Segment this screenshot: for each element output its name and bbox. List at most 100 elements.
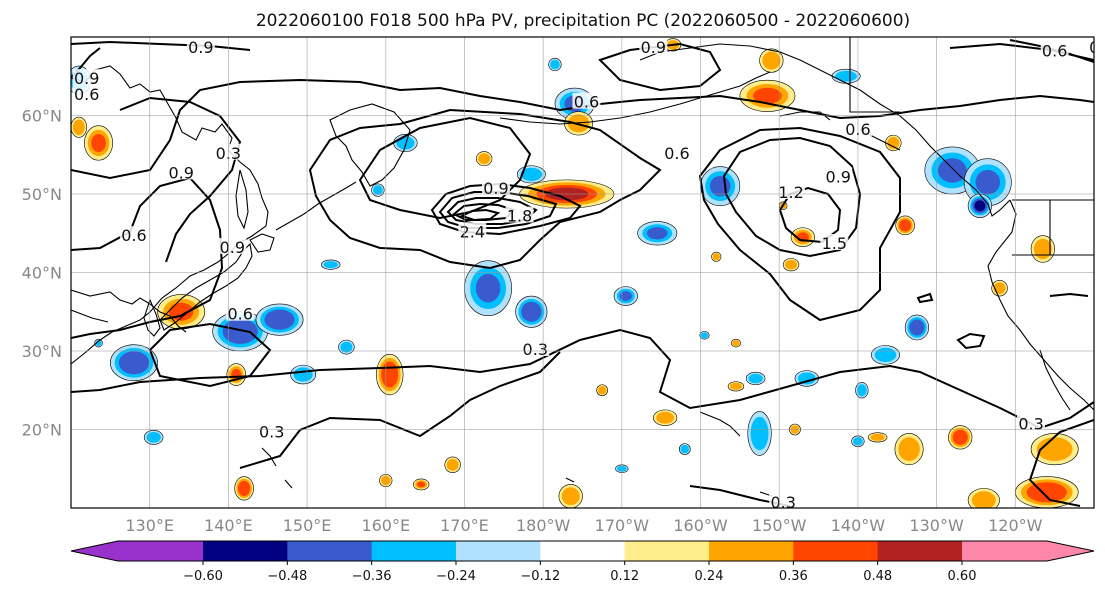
contour-label-bg (1040, 41, 1069, 58)
contour-label-bg (226, 304, 255, 321)
precip-cell-band (239, 482, 249, 494)
precip-cell-band (938, 158, 967, 183)
precip-cell (475, 151, 493, 167)
precip-cell (895, 215, 915, 236)
precip-cell (782, 258, 800, 272)
colorbar-tick-label: 0.12 (610, 569, 639, 584)
contour-label-bg (777, 183, 806, 199)
contour-small-1 (956, 332, 986, 350)
hawaii-islands (699, 411, 741, 437)
contour-label-bg (1017, 414, 1046, 431)
precip-cell-band (524, 304, 539, 319)
contour-label-bg (769, 493, 798, 508)
precip-cell (464, 260, 512, 316)
precip-cell-band (709, 175, 731, 197)
contour-label: 0.6 (121, 226, 146, 245)
precip-cell-band (872, 434, 883, 440)
contour-label: 0.9 (188, 38, 213, 57)
contour-label: 0.9 (483, 179, 508, 198)
precip-cell (699, 331, 710, 340)
asia-coastline-inner (71, 289, 187, 333)
precip-cell-band (658, 413, 672, 422)
north-america-coastline (987, 199, 1094, 411)
precip-cell (94, 338, 103, 348)
contour-label-bg (119, 226, 148, 243)
contour-label-bg (820, 234, 849, 251)
colorbar-tick-label: 0.24 (695, 569, 724, 584)
precip-cell-band (148, 433, 159, 442)
precip-cell (226, 363, 246, 386)
colorbar-segment (877, 541, 963, 561)
japan-coastline (159, 242, 253, 331)
political-boundaries (849, 37, 1094, 256)
precip-cell-band (878, 350, 893, 360)
precip-cell (790, 227, 815, 247)
precip-cell (794, 370, 819, 387)
precip-cell-band (733, 341, 739, 346)
contour-label-bg (72, 69, 101, 86)
precip-cell-band (975, 494, 993, 507)
precip-cell-band (753, 421, 766, 445)
precip-cell (71, 116, 88, 138)
colorbar-tick-label: −0.36 (352, 569, 392, 584)
contour-label-bg (1087, 37, 1094, 54)
lon-tick-label: 170°E (440, 516, 489, 535)
precip-cell-band (900, 221, 910, 230)
contour-label: 0.6 (574, 93, 599, 112)
contour-0-3-east (1028, 419, 1094, 507)
colorbar-tick-label: −0.60 (183, 569, 223, 584)
contour-label: 0.9 (74, 69, 99, 88)
precip-cell-band (731, 383, 741, 389)
contour-label: 0.9 (168, 163, 193, 182)
lon-tick-label: 150°E (283, 516, 332, 535)
lat-tick-label: 60°N (22, 107, 62, 126)
contour-label: 0.6 (664, 144, 689, 163)
precip-cell (596, 384, 608, 397)
precip-cell-band (227, 322, 253, 341)
precip-cell (548, 57, 562, 72)
precip-cell (558, 484, 583, 508)
lon-tick-label: 140°E (204, 516, 253, 535)
colorbar-segment (709, 541, 794, 561)
precip-cell-band (399, 138, 412, 148)
contour-label-bg (824, 167, 853, 184)
contour-0-3-aleutian (148, 322, 272, 388)
precip-cell-band (702, 333, 707, 338)
contour-label: 0.6 (74, 85, 99, 104)
precip-cell (1030, 235, 1055, 263)
colorbar-tick-label: −0.48 (267, 569, 307, 584)
contour-label: 0.9 (1089, 38, 1105, 57)
precip-cell (157, 294, 206, 330)
precip-cell-band (1042, 440, 1067, 458)
precip-cell-band (448, 460, 457, 469)
precip-cell (871, 345, 900, 365)
precip-cell (867, 432, 888, 443)
precip-cell-band (838, 72, 854, 80)
contour-label: 0.9 (641, 38, 666, 57)
precip-cell-band (995, 284, 1004, 293)
precip-cell (338, 339, 355, 355)
precip-cell (991, 280, 1008, 297)
contour-label: 0.9 (826, 167, 851, 186)
precip-cell-band (268, 312, 291, 327)
precip-cell-band (551, 61, 559, 68)
precip-cell (290, 364, 317, 385)
precip-cell-band (954, 431, 966, 443)
alaska-coastline (639, 43, 1011, 217)
precip-cell-band (681, 446, 688, 452)
lon-tick-label: 150°W (752, 516, 807, 535)
precip-cell-band (74, 121, 83, 133)
contour-0-6-low (308, 108, 662, 270)
precip-cell-band (1036, 242, 1049, 256)
precip-cell (413, 478, 430, 491)
colorbar-outline (70, 540, 1095, 562)
precip-cell-band (647, 227, 668, 240)
lon-tick-label: 130°W (909, 516, 964, 535)
contour-label-bg (257, 422, 286, 439)
precip-cell (759, 48, 784, 73)
lon-tick-label: 180°W (516, 516, 571, 535)
latitude-tick-labels: 20°N 30°N 40°N 50°N 60°N (22, 107, 62, 440)
precip-cell-band (786, 261, 796, 268)
graticule (71, 37, 1094, 508)
